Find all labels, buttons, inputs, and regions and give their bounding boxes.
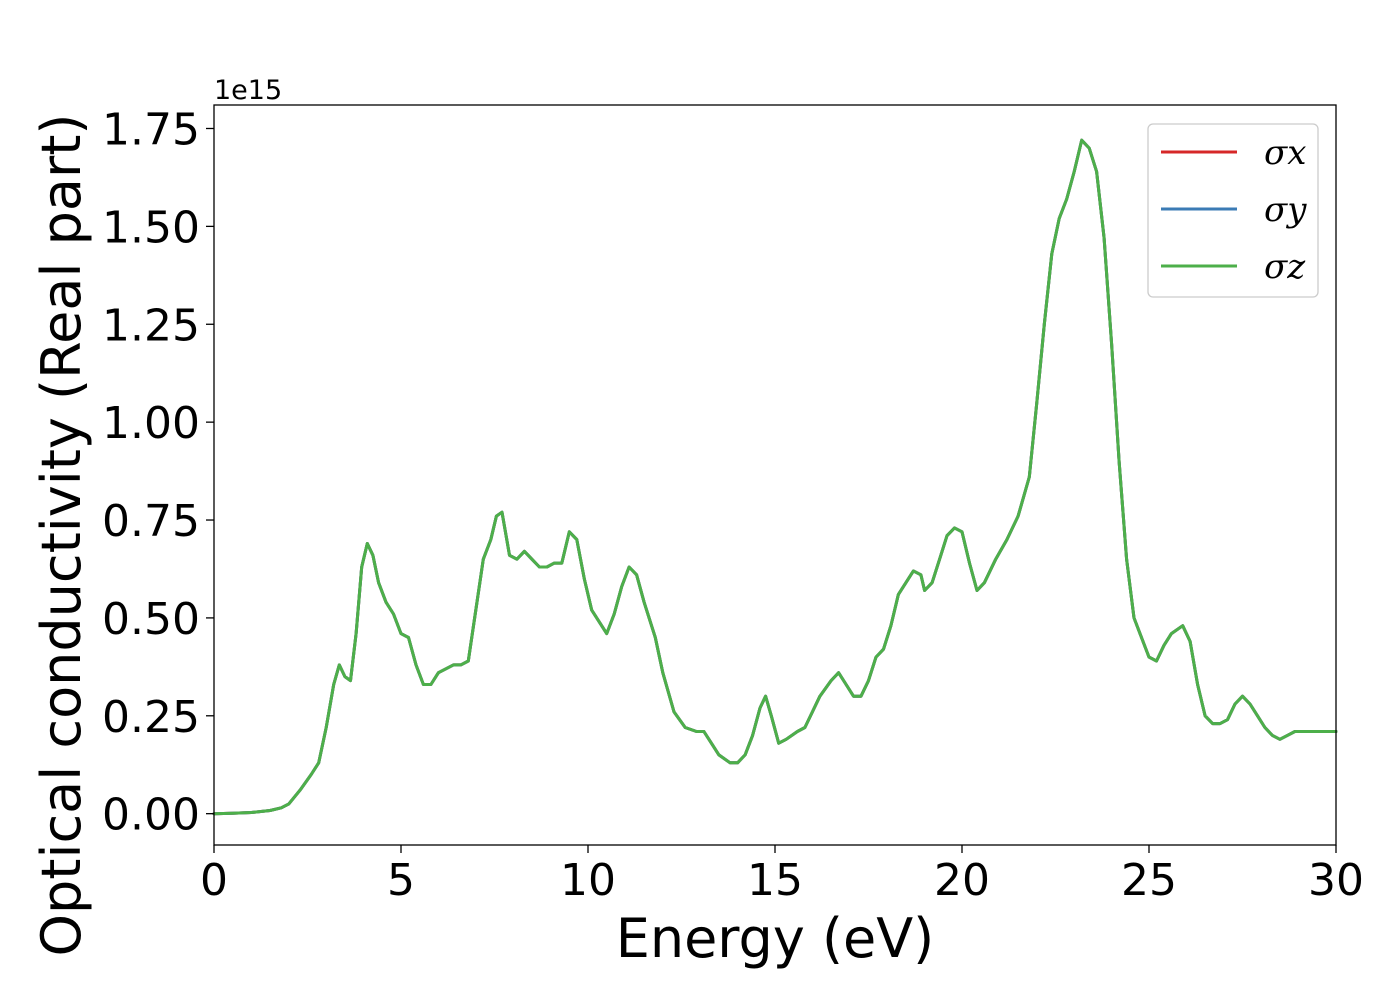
y-tick-label: 0.50 <box>102 594 200 645</box>
x-tick-label: 10 <box>560 855 616 906</box>
y-axis-label: Optical conductivity (Real part) <box>30 114 93 957</box>
y-tick-label: 1.75 <box>102 104 200 155</box>
y-tick-label: 0.75 <box>102 496 200 547</box>
y-tick-label: 1.00 <box>102 398 200 449</box>
legend: σx σy σz <box>1147 123 1319 298</box>
x-axis: 0 5 10 15 20 25 30 <box>200 845 1364 906</box>
y-tick-label: 0.00 <box>102 790 200 841</box>
x-tick-label: 20 <box>934 855 990 906</box>
y-axis: 0.00 0.25 0.50 0.75 1.00 1.25 1.50 1.75 <box>102 104 214 841</box>
series-layer <box>212 138 1338 816</box>
series-line-3 <box>212 138 1338 816</box>
legend-entry-1: σx <box>1264 133 1306 173</box>
legend-entry-2: σy <box>1264 190 1307 230</box>
legend-entry-3: σz <box>1264 247 1306 287</box>
y-axis-offset-label: 1e15 <box>214 75 282 106</box>
x-tick-label: 30 <box>1308 855 1364 906</box>
x-tick-label: 15 <box>747 855 803 906</box>
y-tick-label: 0.25 <box>102 692 200 743</box>
x-tick-label: 0 <box>200 855 228 906</box>
x-axis-label: Energy (eV) <box>616 907 935 970</box>
x-tick-label: 5 <box>387 855 415 906</box>
x-tick-label: 25 <box>1121 855 1177 906</box>
y-tick-label: 1.25 <box>102 300 200 351</box>
y-tick-label: 1.50 <box>102 202 200 253</box>
